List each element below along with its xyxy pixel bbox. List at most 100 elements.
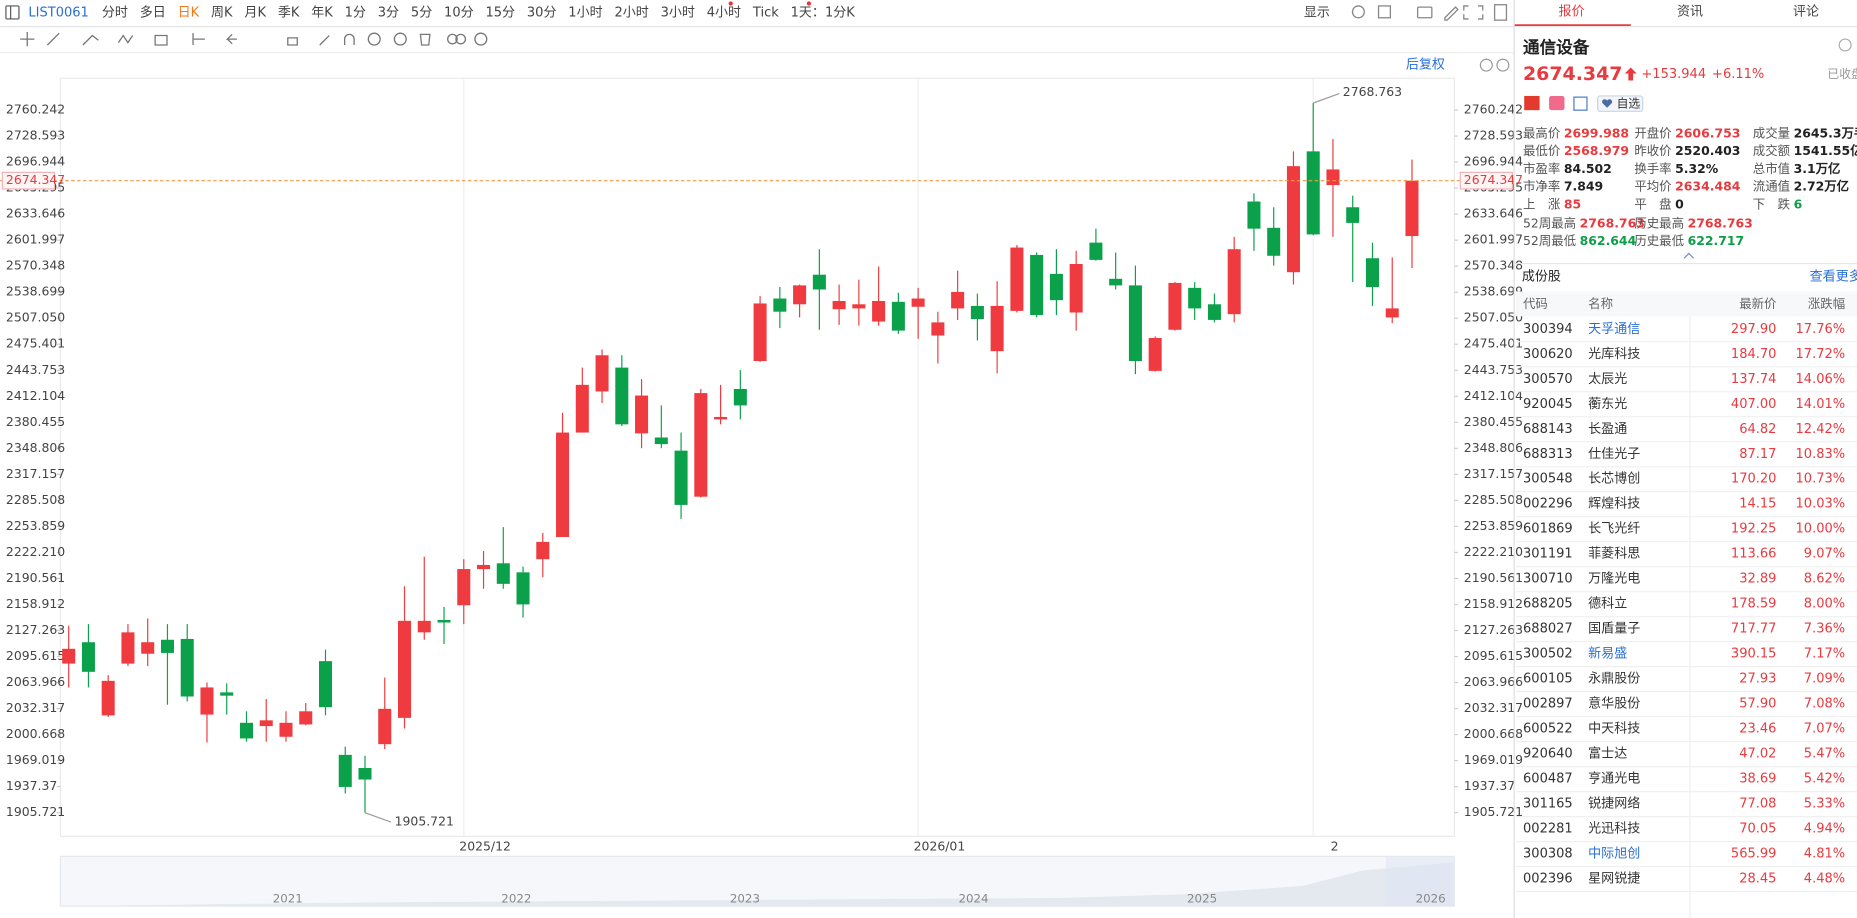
stock-name[interactable]: 锐捷网络	[1588, 796, 1640, 812]
stock-code[interactable]: 002281	[1523, 822, 1573, 837]
stock-code[interactable]: 600105	[1523, 672, 1573, 687]
period-option[interactable]: 4小时	[707, 6, 741, 21]
stock-code[interactable]: 300548	[1523, 472, 1573, 487]
period-option[interactable]: 3分	[378, 6, 399, 21]
period-option[interactable]: 多日	[140, 5, 166, 21]
stock-name[interactable]: 中际旭创	[1588, 847, 1640, 862]
stock-name[interactable]: 菲菱科思	[1588, 547, 1640, 562]
stock-code[interactable]: 601869	[1523, 522, 1573, 537]
crosshair-tool[interactable]	[20, 31, 35, 47]
period-option[interactable]: 月K	[244, 6, 266, 21]
compare-tool[interactable]	[447, 33, 458, 45]
delete-tool[interactable]	[419, 33, 431, 46]
period-option[interactable]: 15分	[485, 6, 515, 21]
panel-tab[interactable]: 资讯	[1677, 4, 1703, 19]
stock-code[interactable]: 688313	[1523, 447, 1573, 462]
stock-code[interactable]: 688143	[1523, 422, 1573, 437]
stock-name[interactable]: 光库科技	[1588, 346, 1640, 362]
sidebar-toggle[interactable]	[5, 5, 20, 20]
period-option[interactable]: 3小时	[661, 6, 695, 21]
period-option[interactable]: 5分	[411, 6, 432, 21]
panel-tab[interactable]: 评论	[1793, 4, 1819, 19]
stock-name[interactable]: 天孚通信	[1588, 322, 1640, 337]
settings-icon[interactable]	[1838, 38, 1852, 52]
pattern-tool[interactable]	[154, 34, 168, 46]
stock-code[interactable]: 301191	[1523, 547, 1573, 562]
stock-name[interactable]: 星网锐捷	[1588, 872, 1640, 887]
arrow-tool[interactable]	[225, 33, 237, 45]
stock-name[interactable]: 万隆光电	[1588, 572, 1640, 587]
stock-code[interactable]: 300502	[1523, 647, 1573, 662]
stock-name[interactable]: 亨通光电	[1588, 771, 1640, 787]
note-tool[interactable]	[287, 37, 298, 46]
stock-name[interactable]: 长芯博创	[1588, 472, 1640, 487]
period-option[interactable]: 30分	[527, 6, 557, 21]
stock-code[interactable]: 920640	[1523, 747, 1573, 762]
stock-code[interactable]: 300394	[1523, 322, 1573, 337]
stock-name[interactable]: 德科立	[1588, 597, 1627, 612]
stock-code[interactable]: 600487	[1523, 772, 1573, 787]
panel-tab[interactable]: 报价	[1559, 4, 1585, 19]
stock-name[interactable]: 光迅科技	[1588, 822, 1640, 837]
stock-name[interactable]: 太辰光	[1588, 372, 1627, 387]
compare-tool-b[interactable]	[455, 33, 467, 45]
stock-name[interactable]: 中天科技	[1588, 722, 1640, 737]
stock-code[interactable]: 300710	[1523, 572, 1573, 587]
display-menu[interactable]: 显示	[1304, 6, 1330, 21]
ruler-tool[interactable]	[319, 35, 330, 46]
period-option[interactable]: 年K	[311, 6, 333, 21]
stock-name[interactable]: 辉煌科技	[1588, 497, 1640, 512]
watch-label[interactable]: 自选	[1617, 97, 1641, 111]
period-option[interactable]: 1分	[345, 6, 366, 21]
stock-code[interactable]: 002396	[1523, 872, 1573, 887]
period-option[interactable]: Tick	[752, 6, 779, 21]
stock-code[interactable]: 301165	[1523, 797, 1573, 812]
stock-code[interactable]: 600522	[1523, 722, 1573, 737]
chart-settings[interactable]	[474, 32, 488, 46]
period-option[interactable]: 季K	[278, 6, 300, 21]
draw-icon[interactable]	[1444, 6, 1459, 21]
lock-tool[interactable]	[367, 32, 381, 46]
adjust-mode[interactable]: 后复权	[1406, 57, 1445, 73]
collapse-caret[interactable]	[1683, 252, 1694, 259]
period-option[interactable]: 周K	[211, 6, 233, 21]
fullscreen-icon[interactable]	[1463, 5, 1484, 20]
period-option[interactable]: 10分	[444, 6, 474, 21]
period-option[interactable]: 日K	[178, 6, 200, 21]
stock-code[interactable]: 300570	[1523, 372, 1573, 387]
period-option[interactable]: 1天：1分K	[791, 6, 856, 21]
more-link[interactable]: 查看更多	[1810, 269, 1857, 285]
stock-code[interactable]: 002296	[1523, 497, 1573, 512]
magnet-tool[interactable]	[343, 33, 355, 46]
stock-name[interactable]: 长盈通	[1588, 422, 1627, 437]
line-tool[interactable]	[46, 32, 60, 46]
settings-icon[interactable]	[1351, 5, 1365, 19]
zoom-out[interactable]	[1479, 58, 1493, 72]
layout-icon[interactable]	[1377, 5, 1392, 19]
channel-tool[interactable]	[82, 34, 99, 46]
period-option[interactable]: 1小时	[568, 6, 602, 21]
stock-code[interactable]: 688027	[1523, 622, 1573, 637]
stock-code[interactable]: 300620	[1523, 347, 1573, 362]
panel-icon[interactable]	[1493, 4, 1508, 21]
period-option[interactable]: 2小时	[614, 6, 648, 21]
navigator-window[interactable]	[1385, 856, 1455, 907]
stock-code[interactable]: 688205	[1523, 597, 1573, 612]
stock-name[interactable]: 永鼎股份	[1588, 672, 1640, 687]
stock-code[interactable]: 920045	[1523, 397, 1573, 412]
hide-tool[interactable]	[393, 32, 407, 46]
symbol[interactable]: LIST0061	[28, 6, 88, 21]
wave-tool[interactable]	[117, 34, 134, 44]
stock-name[interactable]: 富士达	[1588, 746, 1627, 762]
measure-tool[interactable]	[192, 33, 205, 46]
stock-name[interactable]: 国盾量子	[1588, 622, 1640, 637]
camera-icon[interactable]	[1416, 6, 1433, 19]
stock-name[interactable]: 蘅东光	[1588, 397, 1627, 412]
stock-code[interactable]: 300308	[1523, 847, 1573, 862]
stock-code[interactable]: 002897	[1523, 697, 1573, 712]
stock-name[interactable]: 长飞光纤	[1588, 522, 1640, 537]
period-option[interactable]: 分时	[102, 6, 128, 21]
zoom-in[interactable]	[1496, 58, 1510, 72]
stock-name[interactable]: 意华股份	[1588, 696, 1640, 712]
stock-name[interactable]: 新易盛	[1588, 646, 1627, 662]
